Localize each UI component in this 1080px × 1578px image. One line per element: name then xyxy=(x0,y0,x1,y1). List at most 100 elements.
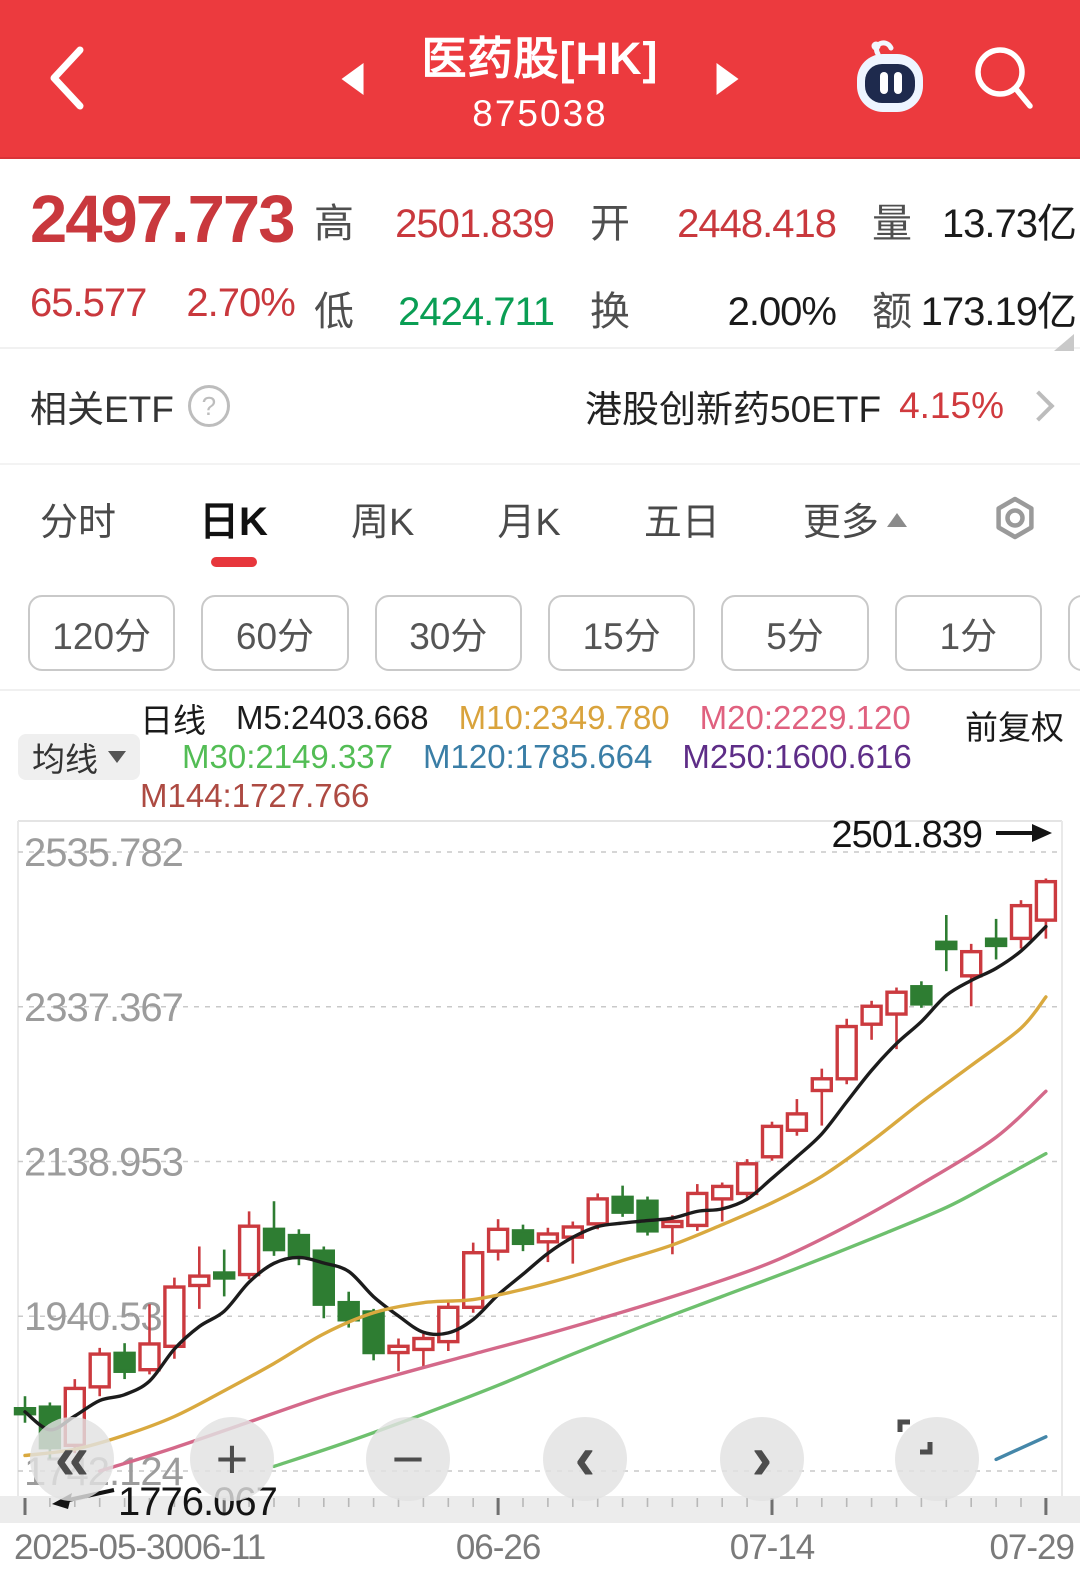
last-price: 2497.773 xyxy=(30,182,295,257)
prev-stock-icon[interactable] xyxy=(341,62,364,95)
period-1min-button[interactable]: 1分 xyxy=(894,595,1042,671)
candle-body xyxy=(661,1219,684,1229)
x-axis-label: 06-26 xyxy=(456,1528,541,1567)
assistant-robot-icon[interactable] xyxy=(854,40,928,123)
x-axis-strip xyxy=(0,1496,1080,1523)
ma-settings-button[interactable]: 均线 xyxy=(18,733,140,780)
legend-period-label: 日线 xyxy=(140,701,206,739)
adjust-mode-label[interactable]: 前复权 xyxy=(965,709,1064,746)
field-label-high: 高 xyxy=(314,202,354,246)
candle-body xyxy=(163,1285,186,1349)
field-value-amount: 173.19亿 xyxy=(920,290,1077,334)
field-value-high: 2501.839 xyxy=(395,202,555,246)
ma120-legend: M120:1785.664 xyxy=(423,737,653,775)
back-chevron-icon xyxy=(50,46,84,110)
next-button[interactable]: › xyxy=(720,1417,804,1501)
candle-body xyxy=(860,1004,883,1026)
period-partial-button[interactable] xyxy=(1067,595,1080,671)
price-change-pct: 2.70% xyxy=(186,281,295,325)
related-etf-row[interactable]: 相关ETF ? 港股创新药50ETF 4.15% xyxy=(0,349,1080,465)
candle-body xyxy=(586,1197,609,1226)
candle-body xyxy=(910,985,933,1006)
quote-expand-icon[interactable] xyxy=(1054,334,1074,351)
candle-body xyxy=(312,1249,335,1306)
ma250-legend: M250:1600.616 xyxy=(682,737,912,775)
candle-body xyxy=(636,1199,659,1233)
candle-body xyxy=(536,1232,560,1244)
y-axis-label: 2337.367 xyxy=(24,986,183,1030)
zoom-in-button[interactable]: + xyxy=(190,1417,274,1501)
fullscreen-icon xyxy=(897,1419,933,1455)
candle-body xyxy=(835,1024,858,1081)
ma20-legend: M20:2229.120 xyxy=(699,698,911,736)
prev-button[interactable]: ‹ xyxy=(543,1417,627,1501)
x-axis-label: 2025-05-30 xyxy=(14,1528,184,1567)
zoom-out-button[interactable]: − xyxy=(366,1417,450,1501)
fullscreen-button[interactable] xyxy=(895,1417,979,1501)
field-value-low: 2424.711 xyxy=(398,290,555,334)
tab-more[interactable]: 更多 xyxy=(801,477,909,566)
candle-body xyxy=(138,1342,161,1372)
period-button-row: 120分 60分 30分 15分 5分 1分 xyxy=(0,577,1080,691)
candle-body xyxy=(885,990,908,1016)
candle-body xyxy=(511,1229,535,1246)
y-axis-label: 2138.953 xyxy=(24,1141,183,1185)
next-stock-icon[interactable] xyxy=(716,62,739,95)
kline-chart-area: 2535.7822337.3672138.9531940.5391742.124… xyxy=(0,817,1080,1578)
candle-body xyxy=(212,1271,236,1280)
tab-monthly-k[interactable]: 月K xyxy=(497,501,561,544)
candle-body xyxy=(810,1077,833,1093)
field-label-low: 低 xyxy=(314,290,354,334)
field-label-turnover-rate: 换 xyxy=(590,290,630,334)
period-60min-button[interactable]: 60分 xyxy=(201,595,349,671)
ma5-legend: M5:2403.668 xyxy=(236,698,429,736)
high-marker-label: 2501.839 xyxy=(832,817,983,856)
price-change: 65.577 xyxy=(30,281,147,325)
ma30-legend: M30:2149.337 xyxy=(182,737,394,775)
period-30min-button[interactable]: 30分 xyxy=(374,595,522,671)
candle-body xyxy=(785,1112,809,1132)
y-axis-label: 1940.539 xyxy=(24,1295,183,1339)
candle-body xyxy=(188,1274,211,1288)
etf-name: 港股创新药50ETF xyxy=(585,389,882,430)
app-header: 医药股[HK] 875038 xyxy=(0,0,1080,159)
field-label-amount: 额 xyxy=(872,290,912,334)
related-etf-label: 相关ETF xyxy=(30,389,174,430)
tab-daily-k[interactable]: 日K xyxy=(197,475,270,567)
search-icon[interactable] xyxy=(972,44,1040,119)
help-icon[interactable]: ? xyxy=(187,385,230,427)
pan-left-button[interactable]: « xyxy=(30,1417,114,1501)
candle-body xyxy=(88,1352,111,1389)
triangle-up-icon xyxy=(886,513,907,527)
candle-body xyxy=(760,1124,784,1159)
field-value-turnover-rate: 2.00% xyxy=(727,290,837,334)
candle-body xyxy=(362,1310,385,1355)
candle-body xyxy=(337,1300,360,1322)
y-axis-label: 2535.782 xyxy=(24,831,183,875)
candle-body xyxy=(462,1251,485,1310)
back-button[interactable] xyxy=(42,42,102,114)
ma10-legend: M10:2349.780 xyxy=(458,698,670,736)
candle-body xyxy=(611,1195,634,1214)
period-15min-button[interactable]: 15分 xyxy=(547,595,696,671)
divider xyxy=(0,347,1080,349)
candle-body xyxy=(984,937,1008,948)
candle-body xyxy=(387,1344,410,1355)
tab-weekly-k[interactable]: 周K xyxy=(351,501,415,544)
candle-body xyxy=(262,1227,286,1252)
candle-body xyxy=(113,1351,136,1373)
ma144-legend: M144:1727.766 xyxy=(140,776,370,814)
page-title: 医药股[HK] xyxy=(421,33,659,84)
tab-five-day[interactable]: 五日 xyxy=(643,501,720,544)
chart-settings-gear-icon[interactable] xyxy=(988,492,1042,551)
candle-body xyxy=(237,1224,261,1277)
period-120min-button[interactable]: 120分 xyxy=(28,595,176,671)
candle-body xyxy=(711,1184,734,1201)
ma-line-ma5 xyxy=(23,924,1048,1432)
candle-body xyxy=(735,1162,759,1196)
x-axis-label: 07-29 xyxy=(989,1528,1074,1567)
x-axis-label: 07-14 xyxy=(730,1528,815,1567)
tab-minute[interactable]: 分时 xyxy=(40,501,117,544)
chevron-right-icon xyxy=(1023,390,1055,422)
period-5min-button[interactable]: 5分 xyxy=(721,595,869,671)
